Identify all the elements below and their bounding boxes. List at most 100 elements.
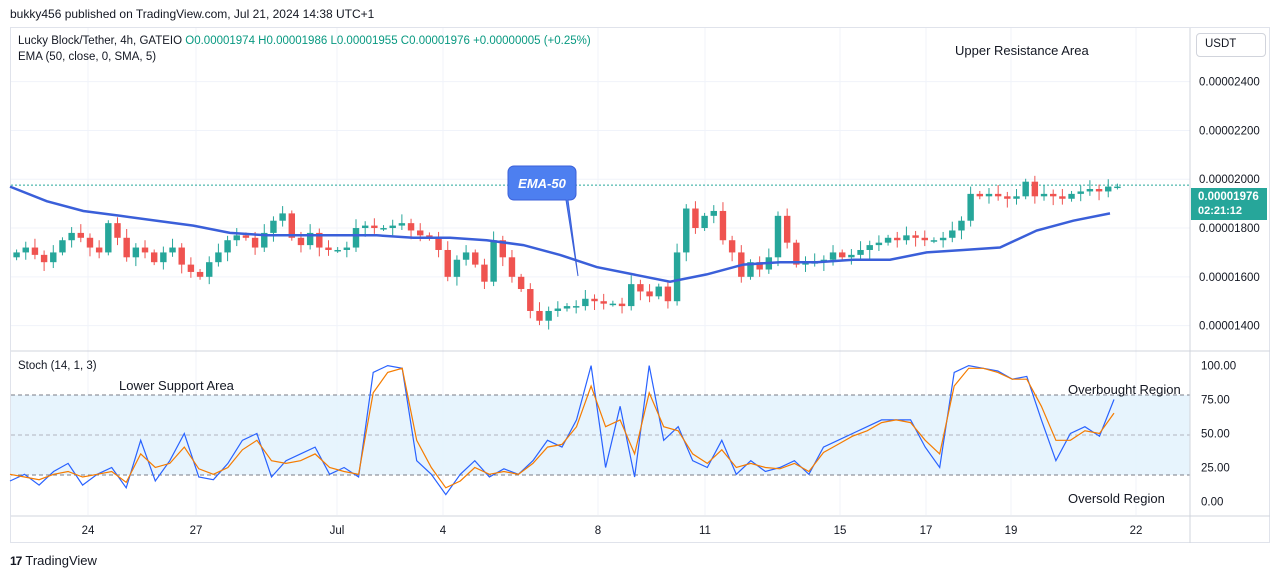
candle-body [949, 230, 956, 238]
candle-body [31, 247, 39, 255]
candle-body [261, 232, 268, 248]
candle-body [233, 235, 240, 241]
footer-brand: TradingView [25, 553, 97, 568]
candle-body [673, 252, 681, 302]
symbol-label[interactable]: Lucky Block/Tether, 4h, GATEIO [18, 35, 183, 47]
open-value: O0.00001974 [185, 35, 255, 47]
candle-body [903, 235, 910, 241]
candle-body [1049, 193, 1057, 197]
candle-body [499, 240, 506, 258]
low-value: L0.00001955 [330, 35, 398, 47]
candle-body [1013, 196, 1020, 199]
candle-body [545, 310, 552, 321]
candle-body [86, 237, 94, 248]
candle-body [224, 240, 231, 253]
candle-body [508, 257, 516, 277]
change-value: +0.00000005 (+0.25%) [473, 35, 591, 47]
candle-body [783, 215, 791, 243]
candle-body [637, 284, 644, 292]
candle-body [912, 235, 919, 238]
candle-body [1086, 189, 1094, 192]
candle-body [325, 247, 332, 250]
candle-body [710, 210, 717, 216]
candle-body [655, 286, 662, 297]
price-tick-label: 0.00002200 [1199, 125, 1260, 137]
candle-body [187, 264, 195, 272]
candle-body [178, 247, 185, 265]
time-axis-ticks: 24 27 Jul 4 8 11 15 17 19 22 [82, 525, 1143, 537]
candle-body [793, 242, 800, 265]
candle-body [1105, 186, 1112, 192]
price-tick-label: 0.00001600 [1199, 272, 1260, 284]
candle-body [481, 264, 488, 282]
candle-body [582, 298, 589, 307]
candle-body [536, 310, 543, 321]
high-value: H0.00001986 [258, 35, 328, 47]
price-axis-ticks: 0.00001400 0.00001600 0.00001800 0.00002000… [1199, 77, 1260, 333]
time-tick-label: 11 [699, 525, 711, 537]
candle-body [838, 252, 846, 258]
stoch-tick-label: 50.00 [1201, 429, 1230, 441]
candle-body [398, 223, 406, 226]
candle-body [22, 247, 29, 253]
candle-body [77, 232, 85, 238]
price-tick-label: 0.00002000 [1199, 174, 1260, 186]
candle-body [939, 237, 947, 241]
grid [11, 28, 1190, 515]
candle-body [701, 215, 708, 229]
candle-body [894, 237, 901, 241]
stoch-tick-label: 25.00 [1201, 462, 1230, 474]
candle-body [288, 213, 296, 238]
candle-body [371, 225, 378, 229]
candle-body [1095, 189, 1103, 192]
candle-body [141, 247, 149, 253]
ema-callout: EMA-50 [507, 165, 579, 277]
candle-body [958, 220, 965, 231]
time-tick-label: 19 [1005, 525, 1018, 537]
upper-resistance-label: Upper Resistance Area [955, 43, 1089, 58]
candle-body [747, 262, 754, 277]
candle-body [105, 223, 112, 253]
chart-frame [10, 27, 1270, 543]
stoch-legend[interactable]: Stoch (14, 1, 3) [18, 360, 97, 372]
time-tick-label: 24 [82, 525, 95, 537]
stoch-tick-label: 0.00 [1201, 496, 1223, 508]
bar-countdown: 02:21:12 [1198, 205, 1243, 217]
candle-body [297, 237, 305, 246]
candles [13, 175, 1121, 330]
candle-body [95, 247, 103, 253]
candle-body [884, 237, 892, 243]
candle-body [279, 213, 286, 221]
candle-body [444, 249, 451, 277]
time-tick-label: Jul [330, 525, 345, 537]
candle-body [316, 232, 323, 248]
footer[interactable]: 17 TradingView [10, 553, 97, 568]
time-tick-label: 27 [190, 525, 203, 537]
candle-body [683, 208, 690, 253]
candle-body [453, 259, 461, 277]
ema-legend[interactable]: EMA (50, close, 0, SMA, 5) [18, 51, 157, 63]
ema-callout-bubble [507, 165, 579, 277]
candle-body [1031, 181, 1039, 197]
tradingview-logo-icon: 17 [10, 553, 22, 568]
candle-body [930, 240, 938, 242]
candle-body [435, 237, 442, 250]
candle-body [692, 208, 699, 229]
currency-selector[interactable]: USDT [1196, 33, 1266, 57]
candle-body [646, 291, 653, 297]
candle-body [967, 193, 974, 221]
candle-body [306, 232, 314, 246]
candle-body [13, 252, 20, 258]
stoch-tick-label: 100.00 [1201, 361, 1236, 373]
candle-body [994, 193, 1002, 197]
candle-body [866, 245, 873, 250]
candle-body [169, 247, 176, 253]
candle-body [1068, 193, 1075, 199]
candle-body [1004, 196, 1011, 199]
candle-body [196, 271, 204, 277]
candle-body [719, 210, 727, 241]
candle-body [976, 193, 984, 197]
candle-body [407, 223, 415, 231]
lower-support-label: Lower Support Area [119, 378, 234, 393]
